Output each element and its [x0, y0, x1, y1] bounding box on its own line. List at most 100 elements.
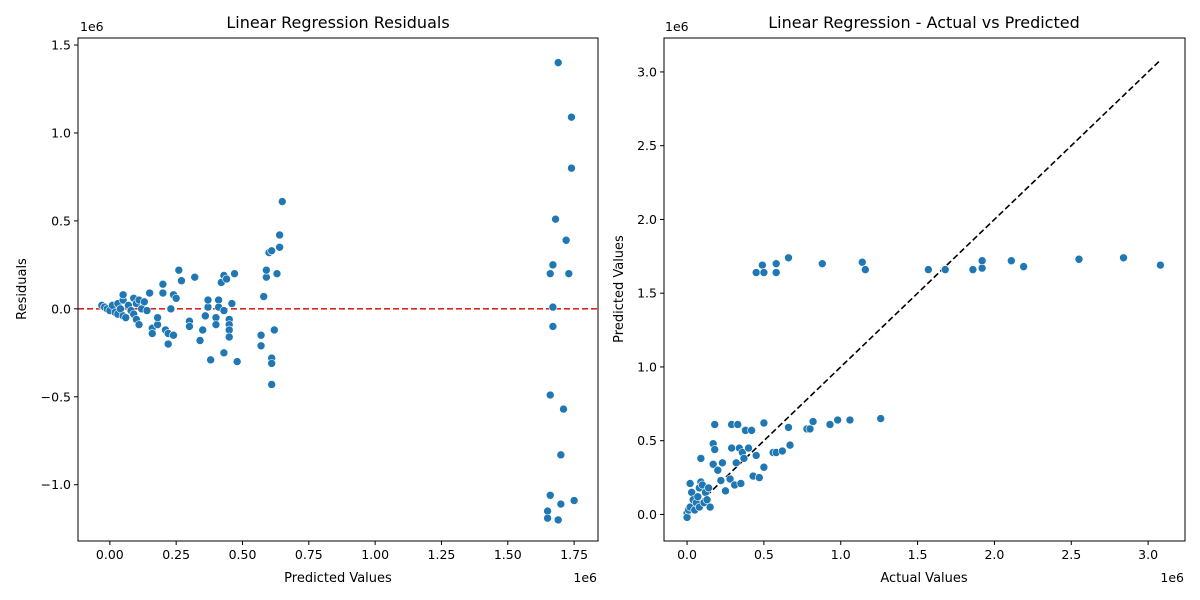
actual-vs-predicted-plot-point [721, 486, 730, 496]
residuals-plot-title: Linear Regression Residuals [226, 13, 449, 32]
actual-vs-predicted-plot-frame [663, 37, 1186, 542]
actual-vs-predicted-plot-point [758, 260, 767, 270]
residuals-plot-point [158, 279, 168, 289]
residuals-plot-point [267, 359, 276, 368]
residuals-plot: Linear Regression Residuals Predicted Va… [15, 13, 599, 586]
residuals-plot-point [564, 269, 574, 278]
actual-vs-predicted-plot-x-tick-label: 1.0 [831, 547, 851, 562]
residuals-plot-point [559, 404, 568, 414]
actual-vs-predicted-plot-point [708, 459, 718, 469]
residuals-plot-point [206, 355, 215, 365]
actual-vs-predicted-plot-point [805, 424, 815, 434]
actual-vs-predicted-plot-point [1156, 260, 1165, 270]
residuals-plot-point [201, 311, 210, 321]
residuals-plot-point [548, 322, 558, 331]
residuals-plot-point [198, 325, 207, 335]
actual-vs-predicted-plot-point [725, 474, 735, 484]
residuals-plot-point [203, 295, 213, 305]
actual-vs-predicted-plot-point [682, 513, 692, 522]
actual-vs-predicted-plot-point [693, 492, 703, 502]
residuals-plot-point [147, 329, 157, 338]
residuals-plot-point [567, 163, 576, 173]
residuals-plot-points [97, 58, 579, 525]
actual-vs-predicted-plot-y-tick-label: 1.0 [637, 359, 657, 374]
residuals-plot-point [545, 490, 555, 500]
residuals-plot-point [211, 320, 221, 329]
actual-vs-predicted-plot-y-tick-label: 2.5 [637, 138, 657, 153]
residuals-plot-point [259, 292, 269, 301]
actual-vs-predicted-plot-point [704, 483, 713, 493]
residuals-plot-x-tick-label: 0.25 [162, 547, 190, 562]
residuals-plot-point [163, 339, 173, 349]
actual-vs-predicted-plot-point [817, 259, 827, 268]
actual-vs-predicted-plot-point [739, 454, 749, 463]
residuals-plot-y-offset: 1e6 [80, 19, 104, 34]
actual-vs-predicted-plot-points [682, 253, 1165, 522]
residuals-plot-frame [77, 37, 599, 542]
actual-vs-predicted-plot-x-offset: 1e6 [1160, 570, 1184, 585]
actual-vs-predicted-plot-y-tick-label: 2.0 [637, 212, 657, 227]
residuals-plot-y-tick-label: 1.0 [51, 125, 71, 140]
residuals-plot-point [166, 304, 176, 314]
actual-vs-predicted-plot-point [771, 259, 781, 268]
residuals-plot-x-tick-label: 0.50 [229, 547, 257, 562]
residuals-plot-point [185, 322, 194, 331]
actual-vs-predicted-plot-point [833, 415, 842, 425]
residuals-plot-x-offset: 1e6 [573, 570, 597, 585]
actual-vs-predicted-plot-point [759, 418, 769, 428]
actual-vs-predicted-plot-point [751, 268, 761, 277]
actual-vs-predicted-plot-point [784, 423, 793, 432]
residuals-plot-y-tick-label: 1.5 [51, 38, 71, 53]
actual-vs-predicted-plot-point [759, 462, 769, 472]
actual-vs-predicted-plot-point [771, 268, 781, 277]
residuals-plot-point [256, 330, 266, 340]
actual-vs-predicted-plot-point [1074, 254, 1084, 264]
actual-vs-predicted-plot-y-offset: 1e6 [665, 19, 689, 34]
actual-vs-predicted-plot-point [845, 415, 855, 425]
residuals-plot-y-tick-label: −0.5 [41, 389, 71, 404]
residuals-plot-point [277, 197, 287, 206]
residuals-plot-point [556, 499, 566, 509]
residuals-plot-point [567, 112, 576, 122]
actual-vs-predicted-plot-reference-line [686, 59, 1161, 516]
residuals-plot-point [190, 272, 200, 282]
actual-vs-predicted-plot-x-tick-label: 1.5 [908, 547, 928, 562]
actual-vs-predicted-plot-point [977, 256, 987, 266]
residuals-plot-point [551, 214, 560, 224]
residuals-plot-point [140, 297, 149, 307]
actual-vs-predicted-plot-point [1007, 256, 1016, 266]
residuals-plot-point [267, 246, 276, 256]
actual-vs-predicted-plot-point [716, 476, 726, 485]
residuals-plot-point [543, 513, 552, 523]
actual-vs-predicted-plot: Linear Regression - Actual vs Predicted … [612, 13, 1186, 586]
actual-vs-predicted-plot-point [736, 479, 746, 488]
actual-vs-predicted-plot-point [705, 502, 715, 512]
actual-vs-predicted-plot-ticks: 0.0 0.5 1.0 1.5 2.0 2.5 3.0 0.0 0.5 1.0 1.5 2.0 2.5 3… [637, 64, 1158, 562]
actual-vs-predicted-plot-point [861, 265, 870, 274]
residuals-plot-point [153, 313, 162, 322]
residuals-plot-point [174, 265, 184, 275]
actual-vs-predicted-plot-point [731, 458, 741, 468]
residuals-plot-point [224, 332, 234, 342]
actual-vs-predicted-plot-point [968, 265, 978, 274]
actual-vs-predicted-plot-point [685, 479, 695, 488]
residuals-plot-point [553, 515, 563, 525]
actual-vs-predicted-plot-point [784, 253, 793, 263]
residuals-plot-point [227, 299, 237, 308]
residuals-plot-point [553, 58, 563, 67]
actual-vs-predicted-plot-point [710, 420, 720, 429]
residuals-plot-point [561, 235, 571, 245]
residuals-plot-ticks: 0.00 0.25 0.50 0.75 1.00 1.25 1.50 1.75 −1.0 −0.5… [41, 38, 588, 562]
residuals-plot-x-tick-label: 1.25 [428, 547, 456, 562]
actual-vs-predicted-plot-x-tick-label: 2.5 [1061, 547, 1081, 562]
residuals-plot-point [256, 341, 266, 351]
actual-vs-predicted-plot-point [924, 265, 933, 274]
residuals-plot-point [548, 302, 558, 312]
residuals-plot-point [272, 269, 282, 278]
actual-vs-predicted-plot-title: Linear Regression - Actual vs Predicted [768, 13, 1079, 32]
actual-vs-predicted-plot-point [808, 417, 818, 426]
actual-vs-predicted-plot-point [727, 443, 736, 453]
residuals-plot-point [275, 242, 284, 252]
residuals-plot-point [195, 336, 205, 345]
